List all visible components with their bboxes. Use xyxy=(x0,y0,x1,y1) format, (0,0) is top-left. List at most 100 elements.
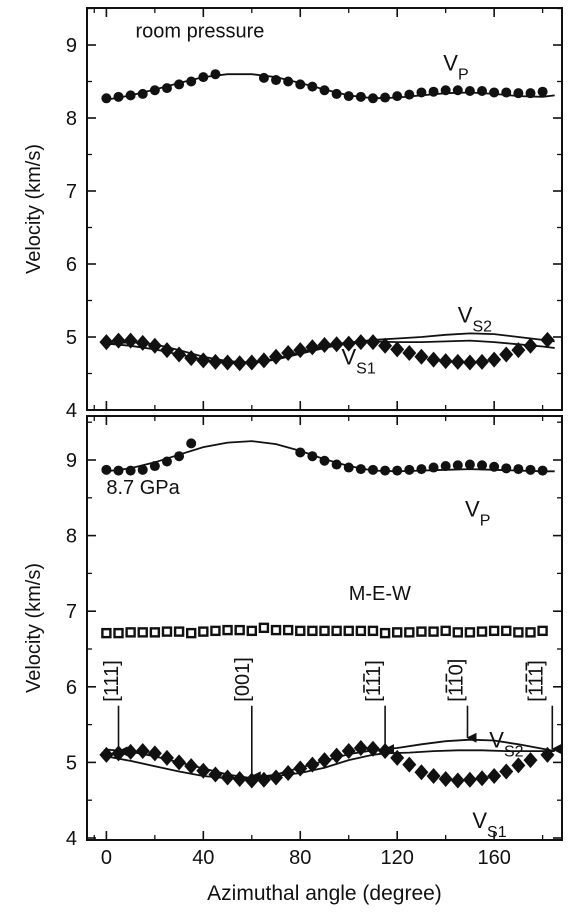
point-vs1_measured xyxy=(172,346,187,363)
point-meW xyxy=(307,625,318,637)
series-label-subscript: S2 xyxy=(504,743,524,760)
series-label-subscript: S1 xyxy=(487,824,507,841)
point-meW xyxy=(343,625,354,637)
point-vp_measured xyxy=(283,76,294,87)
point-vs1_measured xyxy=(353,334,368,351)
point-vp_measured xyxy=(198,72,209,83)
point-meW xyxy=(258,622,270,634)
y-tick-label: 8 xyxy=(66,526,77,548)
direction-label: [110] xyxy=(445,659,467,702)
direction-label: [111] xyxy=(363,660,385,702)
point-vs1_measured xyxy=(523,752,538,769)
point-vp_measured xyxy=(404,464,415,475)
point-vs1_measured xyxy=(499,346,514,363)
point-vp_measured xyxy=(258,72,269,83)
curve-vs2_fit xyxy=(106,738,555,780)
point-vs1_measured xyxy=(317,752,332,769)
point-vs1_measured xyxy=(402,345,417,362)
point-vp_measured xyxy=(174,451,185,462)
point-vs1_measured xyxy=(438,353,453,370)
point-vs1_measured xyxy=(244,354,259,371)
point-vs1_measured xyxy=(293,760,308,777)
point-vp_measured xyxy=(343,91,354,102)
point-vp_measured xyxy=(428,86,439,97)
y-tick-label: 7 xyxy=(66,601,77,623)
point-vp_measured xyxy=(343,462,354,473)
point-vs1_measured xyxy=(341,743,356,760)
series-label: VP xyxy=(443,51,468,84)
series-label-subscript: S1 xyxy=(356,361,376,378)
point-vp_measured xyxy=(149,85,160,96)
series-label-subscript: P xyxy=(458,67,469,84)
point-vp_measured xyxy=(101,464,112,475)
direction-label: [111] xyxy=(101,660,123,702)
point-vs1_measured xyxy=(111,332,126,349)
series-label: VS2 xyxy=(489,727,523,760)
point-vs1_measured xyxy=(317,337,332,354)
point-meW xyxy=(282,624,294,636)
point-vs1_measured xyxy=(487,351,502,368)
point-vp_measured xyxy=(367,464,378,475)
point-vp_measured xyxy=(404,89,415,100)
point-vp_measured xyxy=(489,87,500,98)
point-vp_measured xyxy=(113,91,124,102)
point-vp_measured xyxy=(186,76,197,87)
point-meW xyxy=(513,627,524,638)
point-meW xyxy=(270,624,282,636)
y-tick-label: 8 xyxy=(66,108,77,130)
point-meW xyxy=(246,625,257,637)
x-tick-label: 80 xyxy=(289,847,311,869)
x-tick-label: 40 xyxy=(192,847,214,869)
point-vp_measured xyxy=(125,465,136,476)
annotation-label: room pressure xyxy=(135,21,264,43)
point-meW xyxy=(379,627,391,639)
point-meW xyxy=(367,625,379,637)
point-vs1_measured xyxy=(390,341,405,358)
point-meW xyxy=(198,626,209,637)
point-vs1_measured xyxy=(269,348,284,365)
series-label: VS1 xyxy=(341,345,375,378)
point-vs1_measured xyxy=(123,332,138,349)
point-vs1_measured xyxy=(426,351,441,368)
point-vp_measured xyxy=(477,460,488,471)
point-vs1_measured xyxy=(487,768,502,785)
point-meW xyxy=(234,624,245,636)
point-vs1_measured xyxy=(208,353,223,370)
y-tick-label: 7 xyxy=(66,181,77,203)
point-vs1_measured xyxy=(159,342,174,359)
y-axis-label: Velocity (km/s) xyxy=(23,144,45,274)
y-axis-label: Velocity (km/s) xyxy=(23,563,45,693)
point-meW xyxy=(488,625,500,637)
x-tick-label: 120 xyxy=(381,847,414,869)
point-vp_measured xyxy=(392,465,403,476)
point-vs1_measured xyxy=(172,754,187,771)
point-meW xyxy=(440,625,451,637)
point-vp_measured xyxy=(380,465,391,476)
point-vp_measured xyxy=(537,465,548,476)
panel-top: 4 5 6 7 8 9 Velocity (km/s) room pressure VP VS2 V… xyxy=(23,7,563,422)
point-vs1_measured xyxy=(220,769,235,786)
point-vp_measured xyxy=(113,465,124,476)
point-vs1_measured xyxy=(281,764,296,781)
point-vp_measured xyxy=(440,85,451,96)
point-vs1_measured xyxy=(269,769,284,786)
plot-frame xyxy=(86,7,563,411)
point-vp_measured xyxy=(161,83,172,94)
point-vs1_measured xyxy=(256,352,271,369)
point-meW xyxy=(355,625,367,637)
point-vs1_measured xyxy=(135,334,150,351)
point-vp_measured xyxy=(380,92,391,103)
point-vp_measured xyxy=(428,462,439,473)
point-meW xyxy=(113,627,124,639)
x-tick-label: 160 xyxy=(477,847,510,869)
point-meW xyxy=(428,626,439,637)
point-vp_measured xyxy=(101,93,112,104)
point-meW xyxy=(186,627,197,639)
point-vs1_measured xyxy=(402,756,417,773)
point-vp_measured xyxy=(295,447,306,458)
point-vs1_measured xyxy=(196,762,211,779)
series-label: VP xyxy=(465,497,490,530)
point-vp_measured xyxy=(440,461,451,472)
point-vs1_measured xyxy=(184,350,199,367)
point-meW xyxy=(149,627,161,638)
